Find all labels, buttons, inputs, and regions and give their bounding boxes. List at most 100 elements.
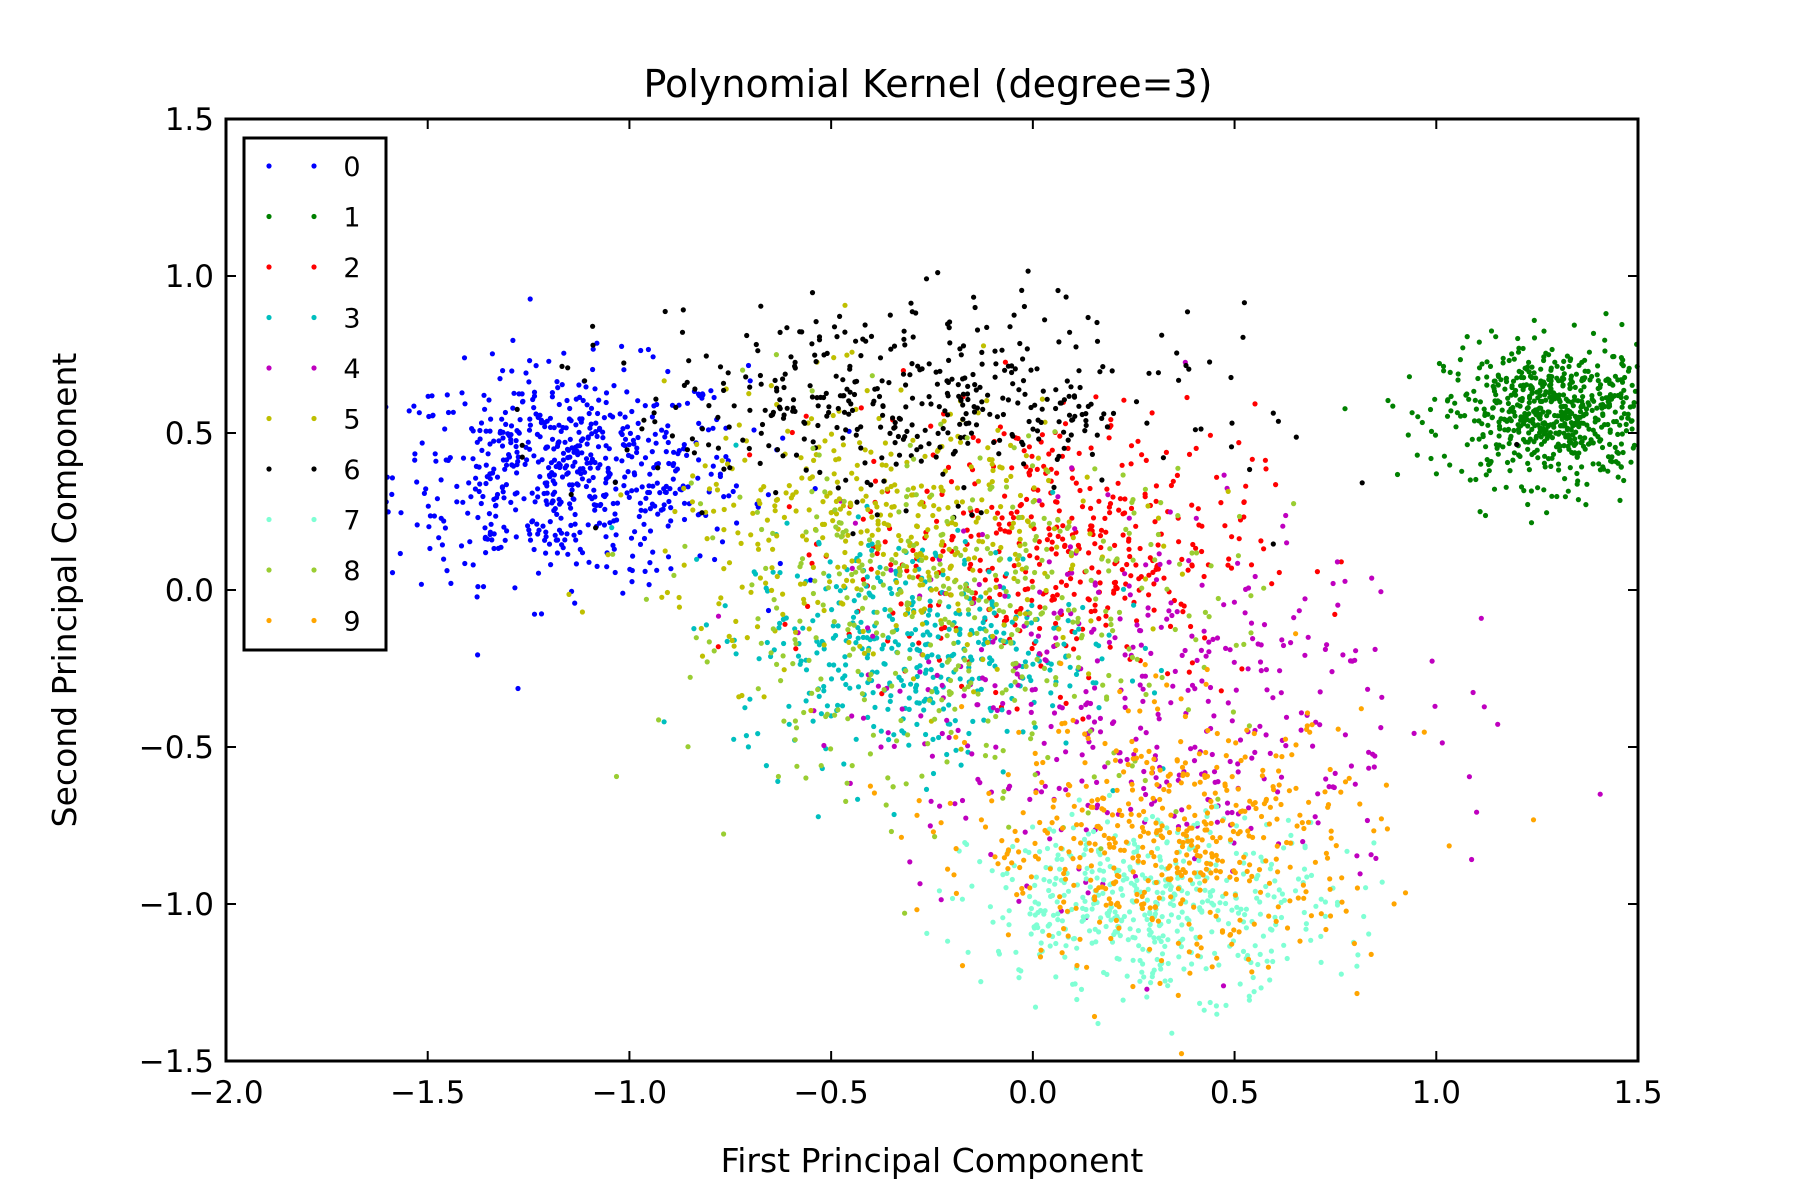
data-point: [1275, 904, 1281, 910]
data-point: [1214, 764, 1220, 771]
data-point: [953, 628, 959, 634]
data-point: [914, 523, 921, 530]
data-point: [819, 521, 826, 528]
data-point: [1165, 773, 1171, 779]
data-point: [438, 515, 444, 521]
data-point: [1029, 578, 1035, 584]
data-point: [936, 888, 943, 894]
data-point: [1005, 529, 1011, 535]
data-point: [1073, 905, 1079, 911]
data-point: [544, 483, 550, 489]
data-point: [755, 731, 761, 737]
data-point: [1249, 873, 1255, 880]
data-point: [1066, 653, 1072, 659]
data-point: [491, 531, 497, 537]
data-point: [1202, 609, 1208, 616]
data-point: [1130, 869, 1136, 875]
data-point: [1329, 669, 1335, 675]
data-point: [879, 462, 885, 468]
data-point: [1011, 445, 1017, 451]
data-point: [780, 453, 786, 459]
data-point: [897, 572, 903, 578]
data-point: [627, 430, 634, 436]
data-point: [556, 461, 562, 467]
data-point: [583, 456, 590, 462]
data-point: [1366, 931, 1372, 937]
data-point: [515, 685, 521, 692]
data-point: [1151, 756, 1157, 762]
data-point: [1573, 371, 1579, 377]
data-point: [645, 437, 652, 443]
data-point: [886, 613, 893, 619]
data-point: [1016, 387, 1022, 393]
data-point: [1213, 1003, 1219, 1009]
data-point: [1574, 481, 1580, 487]
data-point: [1550, 451, 1557, 457]
data-point: [899, 706, 905, 712]
data-point: [592, 507, 598, 513]
data-point: [1028, 709, 1034, 716]
data-point: [626, 442, 632, 448]
data-point: [1030, 584, 1036, 590]
data-point: [891, 425, 897, 431]
data-point: [1218, 688, 1224, 694]
data-point: [1180, 772, 1186, 779]
data-point: [946, 702, 952, 708]
data-point: [960, 416, 966, 422]
data-point: [825, 585, 832, 591]
data-point: [1143, 562, 1149, 568]
data-point: [968, 561, 974, 568]
data-point: [706, 403, 712, 409]
data-point: [699, 395, 705, 401]
data-point: [681, 516, 688, 523]
data-point: [1006, 908, 1012, 914]
data-point: [978, 510, 984, 516]
data-point: [1001, 431, 1007, 437]
data-point: [630, 437, 637, 443]
data-point: [676, 448, 682, 454]
data-point: [1039, 502, 1045, 508]
data-point: [666, 498, 672, 505]
data-point: [549, 390, 556, 396]
data-point: [1441, 368, 1447, 374]
x-tick-label: −0.5: [794, 1075, 869, 1111]
data-point: [1133, 523, 1139, 529]
data-point: [941, 418, 947, 424]
data-point: [996, 951, 1003, 957]
data-point: [1537, 388, 1543, 394]
data-point: [993, 629, 1000, 635]
series-2: [715, 359, 1344, 722]
data-point: [560, 457, 567, 463]
data-point: [765, 607, 772, 614]
data-point: [854, 586, 860, 592]
data-point: [1146, 370, 1152, 376]
data-point: [936, 404, 942, 410]
data-point: [1273, 482, 1279, 488]
data-point: [1228, 565, 1235, 571]
data-point: [484, 474, 490, 480]
data-point: [1153, 498, 1159, 504]
data-point: [1020, 378, 1027, 384]
data-point: [646, 483, 652, 489]
data-point: [1214, 635, 1221, 641]
data-point: [1004, 728, 1010, 734]
data-point: [1297, 938, 1303, 944]
data-point: [846, 411, 852, 417]
data-point: [1506, 440, 1512, 447]
data-point: [718, 595, 724, 601]
data-point: [699, 653, 706, 659]
data-point: [1191, 870, 1197, 876]
data-point: [797, 581, 804, 587]
data-point: [1261, 585, 1267, 591]
data-point: [946, 325, 952, 331]
data-point: [1022, 829, 1028, 835]
data-point: [998, 544, 1004, 551]
data-point: [1134, 877, 1140, 884]
data-point: [694, 441, 700, 447]
data-point: [774, 388, 780, 394]
data-point: [865, 625, 871, 631]
data-point: [1203, 653, 1209, 659]
data-point: [886, 380, 892, 386]
data-point: [1354, 885, 1360, 891]
data-point: [549, 394, 556, 400]
